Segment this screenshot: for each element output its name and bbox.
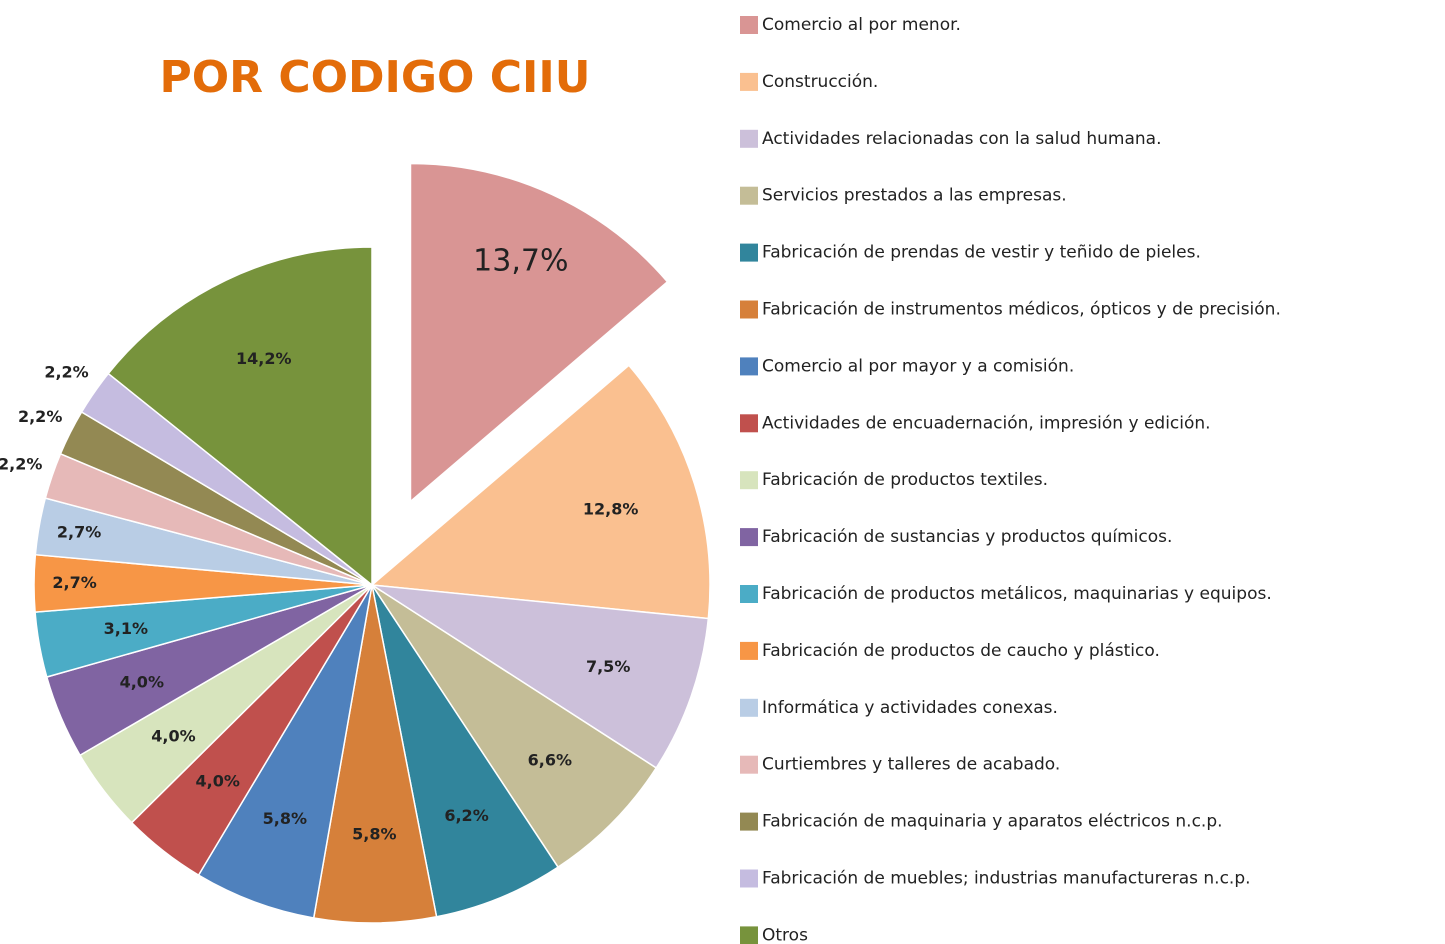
data-label: 7,5% <box>586 657 630 676</box>
data-label: 4,0% <box>151 727 195 746</box>
pie-slice <box>371 584 560 918</box>
pie-slice <box>409 162 669 504</box>
data-label: 2,2% <box>18 407 62 426</box>
legend-swatch <box>740 812 758 831</box>
legend-swatch <box>740 357 758 376</box>
data-label: 4,0% <box>120 672 164 691</box>
legend-label: Actividades de encuadernación, impresión… <box>762 413 1211 433</box>
pie-slice <box>371 584 710 769</box>
data-label: 2,7% <box>57 523 101 542</box>
legend-label: Fabricación de productos textiles. <box>762 470 1048 490</box>
legend-label: Fabricación de maquinaria y aparatos elé… <box>762 812 1223 832</box>
legend-swatch <box>740 585 758 603</box>
legend-label: Comercio al por menor. <box>762 15 961 35</box>
legend-label: Fabricación de instrumentos médicos, ópt… <box>762 300 1281 320</box>
legend-swatch <box>740 698 758 717</box>
legend-label: Informática y actividades conexas. <box>762 698 1058 718</box>
pie-slice <box>312 584 438 924</box>
legend-swatch <box>740 755 758 774</box>
legend-label: Comercio al por mayor y a comisión. <box>762 356 1074 376</box>
legend-swatch <box>740 641 758 660</box>
data-label: 2,2% <box>0 454 42 473</box>
legend-swatch <box>740 414 758 433</box>
legend-swatch <box>740 926 758 944</box>
data-label: 5,8% <box>352 825 396 844</box>
legend-swatch <box>740 300 758 319</box>
pie-slice <box>197 584 373 919</box>
data-label: 5,8% <box>263 809 307 828</box>
data-label: 14,2% <box>236 349 292 368</box>
legend-swatch <box>740 471 758 490</box>
data-label: 6,2% <box>444 806 488 825</box>
legend-swatch <box>740 243 758 262</box>
legend-label: Curtiembres y talleres de acabado. <box>762 755 1060 775</box>
legend-label: Construcción. <box>762 72 878 92</box>
data-label: 6,6% <box>528 750 572 769</box>
legend-swatch <box>740 72 758 91</box>
legend-label: Fabricación de sustancias y productos qu… <box>762 527 1172 547</box>
data-label: 12,8% <box>583 500 639 519</box>
pie-slice <box>370 364 711 620</box>
legend-swatch <box>740 186 758 205</box>
data-label: 2,2% <box>44 363 88 382</box>
data-label: 4,0% <box>195 771 239 790</box>
pie-slice <box>371 584 658 869</box>
legend-label: Actividades relacionadas con la salud hu… <box>762 129 1161 149</box>
data-label: 13,7% <box>473 243 568 278</box>
legend-label: Fabricación de muebles; industrias manuf… <box>762 869 1251 889</box>
legend-swatch <box>740 16 758 34</box>
legend-label: Fabricación de productos de caucho y plá… <box>762 641 1160 661</box>
pie-slice <box>107 246 373 587</box>
legend-swatch <box>740 528 758 547</box>
legend-label: Otros <box>762 925 808 944</box>
legend-swatch <box>740 129 758 148</box>
chart-title: POR CODIGO CIIU <box>159 52 590 103</box>
legend-label: Servicios prestados a las empresas. <box>762 186 1067 206</box>
legend-label: Fabricación de productos metálicos, maqu… <box>762 584 1272 604</box>
legend-label: Fabricación de prendas de vestir y teñid… <box>762 243 1201 263</box>
legend-swatch <box>740 869 758 888</box>
data-label: 3,1% <box>104 619 148 638</box>
data-label: 2,7% <box>52 573 96 592</box>
